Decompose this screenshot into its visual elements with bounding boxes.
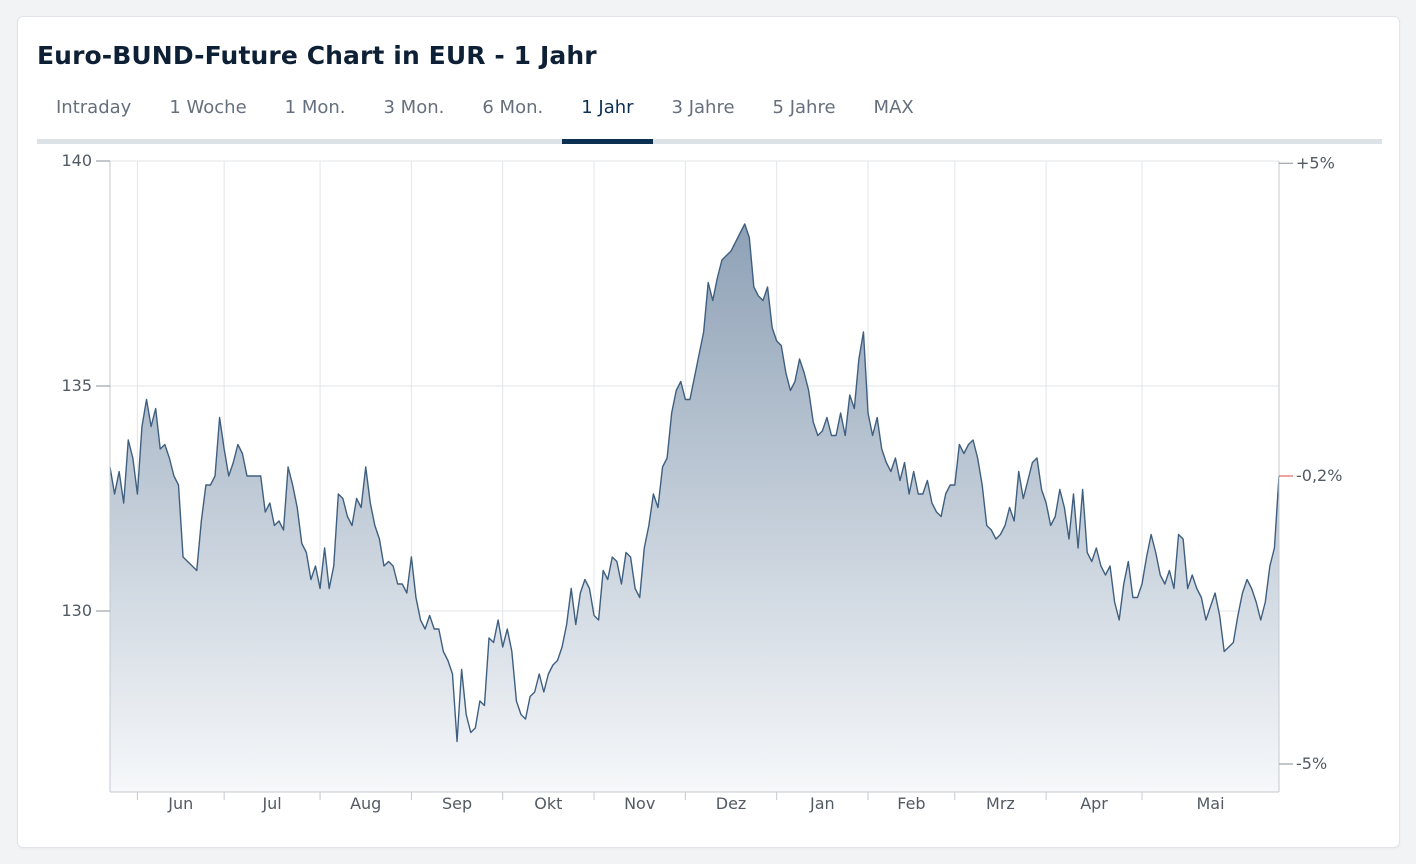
x-tick-label: Aug [350, 794, 381, 813]
x-tick-label: Jul [261, 794, 281, 813]
area-fill [110, 224, 1279, 792]
x-tick-label: Jun [167, 794, 193, 813]
y-tick-label: 135 [61, 376, 92, 395]
x-tick-label: Nov [624, 794, 655, 813]
tab-intraday[interactable]: Intraday [56, 97, 132, 118]
tab-1-mon[interactable]: 1 Mon. [284, 97, 346, 118]
x-tick-label: Jan [809, 794, 835, 813]
x-tick-label: Mrz [986, 794, 1015, 813]
price-area [109, 223, 1280, 792]
tab-max[interactable]: MAX [873, 97, 914, 118]
pct-tick-label: -0,2% [1296, 466, 1342, 485]
page-title: Euro-BUND-Future Chart in EUR - 1 Jahr [37, 41, 597, 70]
x-tick-label: Dez [716, 794, 747, 813]
pct-tick-label: -5% [1296, 754, 1327, 773]
y-tick-label: 130 [61, 601, 92, 620]
tab-6-mon[interactable]: 6 Mon. [482, 97, 544, 118]
y-tick-label: 140 [61, 151, 92, 170]
tab-3-jahre[interactable]: 3 Jahre [671, 97, 735, 118]
tab-1-woche[interactable]: 1 Woche [169, 97, 247, 118]
tab-1-jahr[interactable]: 1 Jahr [562, 89, 653, 144]
x-tick-label: Feb [897, 794, 925, 813]
x-tick-label: Apr [1080, 794, 1108, 813]
axes: 140 135 130 +5% -0,2% -5% Jun Jul Aug Sep Okt Nov De… [61, 151, 1342, 813]
series-line [109, 223, 1280, 743]
x-tick-label: Okt [534, 794, 562, 813]
x-tick-label: Mai [1196, 794, 1224, 813]
x-tick-label: Sep [442, 794, 472, 813]
timeframe-tabs: Intraday 1 Woche 1 Mon. 3 Mon. 6 Mon. 1 … [37, 89, 1382, 144]
pct-tick-label: +5% [1296, 153, 1335, 172]
tab-5-jahre[interactable]: 5 Jahre [772, 97, 836, 118]
tab-3-mon[interactable]: 3 Mon. [383, 97, 445, 118]
